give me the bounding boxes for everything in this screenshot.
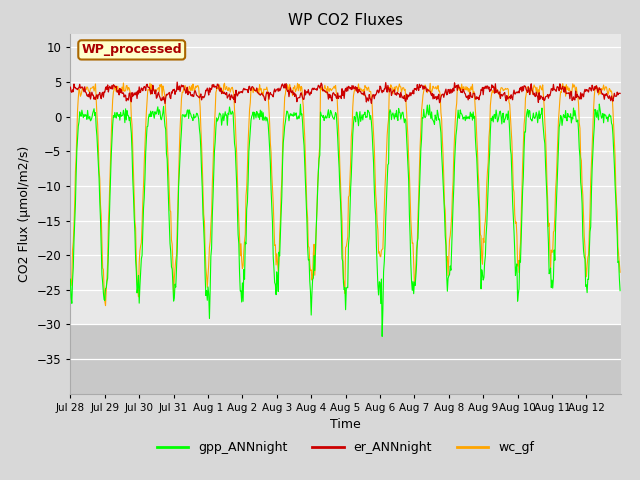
wc_gf <box>67 283 74 289</box>
er_ANNnight <box>173 79 181 85</box>
er_ANNnight <box>616 91 624 96</box>
gpp_ANNnight <box>259 110 267 116</box>
Line: gpp_ANNnight: gpp_ANNnight <box>70 104 620 336</box>
er_ANNnight <box>131 92 139 98</box>
Text: WP_processed: WP_processed <box>81 43 182 56</box>
gpp_ANNnight <box>595 101 603 107</box>
wc_gf <box>234 176 241 182</box>
Line: er_ANNnight: er_ANNnight <box>70 82 620 104</box>
er_ANNnight <box>403 96 411 102</box>
gpp_ANNnight <box>433 108 441 113</box>
er_ANNnight <box>234 93 241 99</box>
gpp_ANNnight <box>131 229 139 235</box>
Line: wc_gf: wc_gf <box>70 83 620 306</box>
wc_gf <box>102 303 109 309</box>
Y-axis label: CO2 Flux (μmol/m2/s): CO2 Flux (μmol/m2/s) <box>18 145 31 282</box>
gpp_ANNnight <box>616 288 624 294</box>
gpp_ANNnight <box>280 132 288 138</box>
Title: WP CO2 Fluxes: WP CO2 Fluxes <box>288 13 403 28</box>
wc_gf <box>434 83 442 88</box>
er_ANNnight <box>260 96 268 102</box>
Legend: gpp_ANNnight, er_ANNnight, wc_gf: gpp_ANNnight, er_ANNnight, wc_gf <box>152 436 540 459</box>
gpp_ANNnight <box>378 334 386 339</box>
er_ANNnight <box>434 96 442 102</box>
Bar <box>70 324 621 394</box>
wc_gf <box>282 91 289 97</box>
gpp_ANNnight <box>67 276 74 282</box>
wc_gf <box>403 122 411 128</box>
wc_gf <box>260 86 268 92</box>
gpp_ANNnight <box>232 165 240 170</box>
wc_gf <box>616 269 624 275</box>
gpp_ANNnight <box>403 133 410 139</box>
wc_gf <box>132 258 140 264</box>
er_ANNnight <box>161 101 169 107</box>
er_ANNnight <box>67 84 74 90</box>
wc_gf <box>120 80 127 86</box>
er_ANNnight <box>282 85 289 91</box>
X-axis label: Time: Time <box>330 418 361 431</box>
